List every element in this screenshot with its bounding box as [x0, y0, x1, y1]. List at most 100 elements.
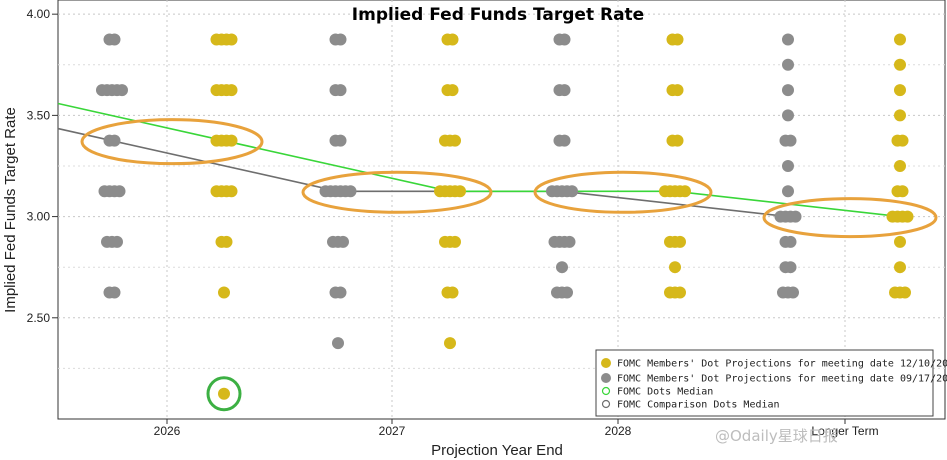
current-meeting-dot — [894, 235, 906, 248]
highlight-ellipse-2028 — [533, 170, 713, 214]
current-meeting-dot — [218, 286, 230, 299]
previous-meeting-dot — [332, 337, 344, 350]
x-tick-label-2027: 2027 — [379, 424, 406, 438]
legend-box — [595, 349, 934, 417]
legend: FOMC Members' Dot Projections for meetin… — [595, 349, 947, 417]
previous-meeting-dot — [782, 185, 794, 198]
highlight-ellipse-2026 — [80, 118, 264, 166]
current-meeting-dot — [220, 235, 233, 248]
current-meeting-dot — [896, 185, 909, 198]
current-meeting-dot — [225, 84, 238, 97]
current-meeting-dot — [225, 134, 238, 147]
legend-marker-previous — [601, 373, 611, 383]
previous-meeting-dot — [108, 286, 121, 299]
y-tick-label-2-50: 2.50 — [27, 311, 51, 325]
previous-meeting-dot — [782, 58, 794, 71]
current-meeting-dot — [679, 185, 691, 198]
previous-meeting-dot — [344, 185, 357, 198]
current-meeting-dot — [454, 185, 466, 198]
current-meeting-dot — [218, 387, 230, 400]
current-meeting-dot — [671, 84, 684, 97]
dot-projections — [96, 33, 914, 400]
previous-meeting-dot — [782, 109, 794, 122]
plot-area — [57, 0, 946, 420]
current-meeting-dot — [896, 134, 909, 147]
current-meeting-dot — [669, 261, 681, 274]
highlight-circle-outlier — [206, 376, 242, 412]
previous-meeting-dot — [784, 261, 797, 274]
previous-meeting-dot — [558, 134, 571, 147]
legend-item-current: FOMC Members' Dot Projections for meetin… — [601, 358, 947, 370]
previous-meeting-dot — [337, 235, 349, 248]
current-meeting-dot — [671, 134, 684, 147]
current-meeting-dot — [444, 337, 456, 350]
previous-meeting-dot — [566, 185, 578, 198]
highlight-ellipses — [80, 118, 938, 412]
current-meeting-dot — [225, 185, 238, 198]
previous-meeting-dot — [784, 235, 797, 248]
tick-labels: 4.00 3.50 3.00 2.50 2026 2027 2028 Longer Term — [27, 7, 879, 438]
previous-meeting-dot — [116, 84, 128, 97]
current-meeting-dot — [674, 286, 686, 299]
previous-meeting-dot — [789, 210, 802, 223]
current-meeting-dot — [446, 33, 459, 46]
previous-meeting-dot — [787, 286, 799, 299]
current-meeting-dot — [449, 134, 461, 147]
highlight-ellipse-longer-term — [762, 197, 938, 239]
current-meeting-dot — [894, 58, 906, 71]
legend-label-comparison-median: FOMC Comparison Dots Median — [617, 400, 780, 411]
highlight-ellipse-2027 — [301, 170, 493, 214]
previous-meeting-dot — [558, 84, 571, 97]
y-tick-label-4-00: 4.00 — [27, 7, 51, 21]
legend-item-median: FOMC Dots Median — [601, 386, 713, 398]
current-meeting-dot — [899, 286, 911, 299]
current-meeting-dot — [674, 235, 686, 248]
current-meeting-dot — [894, 261, 906, 274]
legend-marker-median — [601, 386, 611, 396]
x-tick-label-2026: 2026 — [154, 424, 181, 438]
previous-meeting-dot — [561, 286, 573, 299]
current-meeting-dot — [894, 84, 906, 97]
x-axis-label: Projection Year End — [431, 442, 563, 459]
current-meeting-dot — [894, 159, 906, 172]
current-meeting-dot — [446, 84, 459, 97]
previous-meeting-dot — [108, 33, 121, 46]
legend-item-comparison-median: FOMC Comparison Dots Median — [601, 399, 780, 411]
previous-meeting-dot — [334, 84, 347, 97]
current-meeting-dot — [894, 33, 906, 46]
previous-meeting-dot — [111, 235, 123, 248]
previous-meeting-dot — [113, 185, 126, 198]
current-meeting-dot — [671, 33, 684, 46]
x-tick-label-2028: 2028 — [605, 424, 632, 438]
previous-meeting-dot — [334, 33, 347, 46]
y-axis-label: Implied Fed Funds Target Rate — [2, 107, 19, 313]
legend-marker-current — [601, 358, 611, 368]
legend-label-median: FOMC Dots Median — [617, 387, 713, 398]
previous-meeting-dot — [558, 33, 571, 46]
legend-label-previous: FOMC Members' Dot Projections for meetin… — [617, 374, 947, 385]
current-meeting-dot — [449, 235, 461, 248]
previous-meeting-dot — [108, 134, 121, 147]
current-meeting-dot — [894, 109, 906, 122]
current-meeting-dot — [901, 210, 914, 223]
legend-label-current: FOMC Members' Dot Projections for meetin… — [617, 359, 947, 370]
previous-meeting-dot — [782, 159, 794, 172]
current-meeting-dot — [446, 286, 459, 299]
legend-item-previous: FOMC Members' Dot Projections for meetin… — [601, 373, 947, 385]
x-tick-label-longer-term: Longer Term — [811, 424, 878, 438]
previous-meeting-dot — [782, 84, 794, 97]
previous-meeting-dot — [782, 33, 794, 46]
chart-title: Implied Fed Funds Target Rate — [352, 5, 644, 25]
previous-meeting-dot — [784, 134, 797, 147]
previous-meeting-dot — [334, 286, 347, 299]
previous-meeting-dot — [334, 134, 347, 147]
current-meeting-dot — [225, 33, 238, 46]
previous-meeting-dot — [563, 235, 576, 248]
y-tick-label-3-50: 3.50 — [27, 108, 51, 122]
y-tick-label-3-00: 3.00 — [27, 210, 51, 224]
legend-marker-comparison-median — [601, 399, 611, 409]
watermark: @Odaily星球日报 — [715, 427, 838, 445]
axes — [52, 13, 846, 424]
plot-frame — [57, 0, 946, 420]
previous-meeting-dot — [556, 261, 568, 274]
